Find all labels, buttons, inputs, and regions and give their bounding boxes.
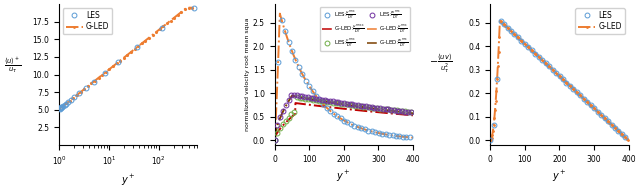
Legend: LES, G-LED: LES, G-LED	[63, 8, 113, 34]
LES	[57, 107, 65, 109]
Legend: LES, G-LED: LES, G-LED	[575, 8, 625, 34]
LES	[67, 99, 75, 101]
LES	[58, 105, 66, 108]
LES	[62, 103, 70, 105]
LES	[60, 105, 67, 107]
Y-axis label: normalized velocity root mean squa: normalized velocity root mean squa	[245, 18, 250, 131]
LES	[134, 46, 141, 48]
LES	[56, 107, 64, 109]
X-axis label: $y^+$: $y^+$	[552, 169, 566, 185]
LES	[64, 101, 72, 103]
LES	[90, 80, 97, 83]
LES	[56, 107, 64, 110]
LES	[61, 104, 68, 106]
LES	[58, 106, 65, 108]
LES	[76, 92, 83, 94]
LES	[157, 26, 165, 29]
Y-axis label: $\frac{\langle u \rangle^+}{u_\tau}$: $\frac{\langle u \rangle^+}{u_\tau}$	[4, 55, 22, 75]
Legend: LES:$\frac{u^{rms}}{D_T}$, G-LED:$\frac{u^{rms\,s}}{D_T}$, LES:$\frac{v^{rms}}{D: LES:$\frac{u^{rms}}{D_T}$, G-LED:$\frac{…	[320, 7, 410, 51]
X-axis label: $y^+$: $y^+$	[121, 173, 136, 188]
Y-axis label: $-\frac{\langle uv \rangle}{u_\tau^2}$: $-\frac{\langle uv \rangle}{u_\tau^2}$	[429, 52, 452, 75]
Line: LES: LES	[57, 5, 196, 111]
LES	[56, 108, 63, 110]
LES	[82, 87, 90, 89]
LES	[189, 7, 197, 9]
LES	[70, 96, 78, 98]
LES	[100, 72, 108, 74]
LES	[115, 61, 122, 63]
X-axis label: $y^+$: $y^+$	[337, 169, 351, 185]
